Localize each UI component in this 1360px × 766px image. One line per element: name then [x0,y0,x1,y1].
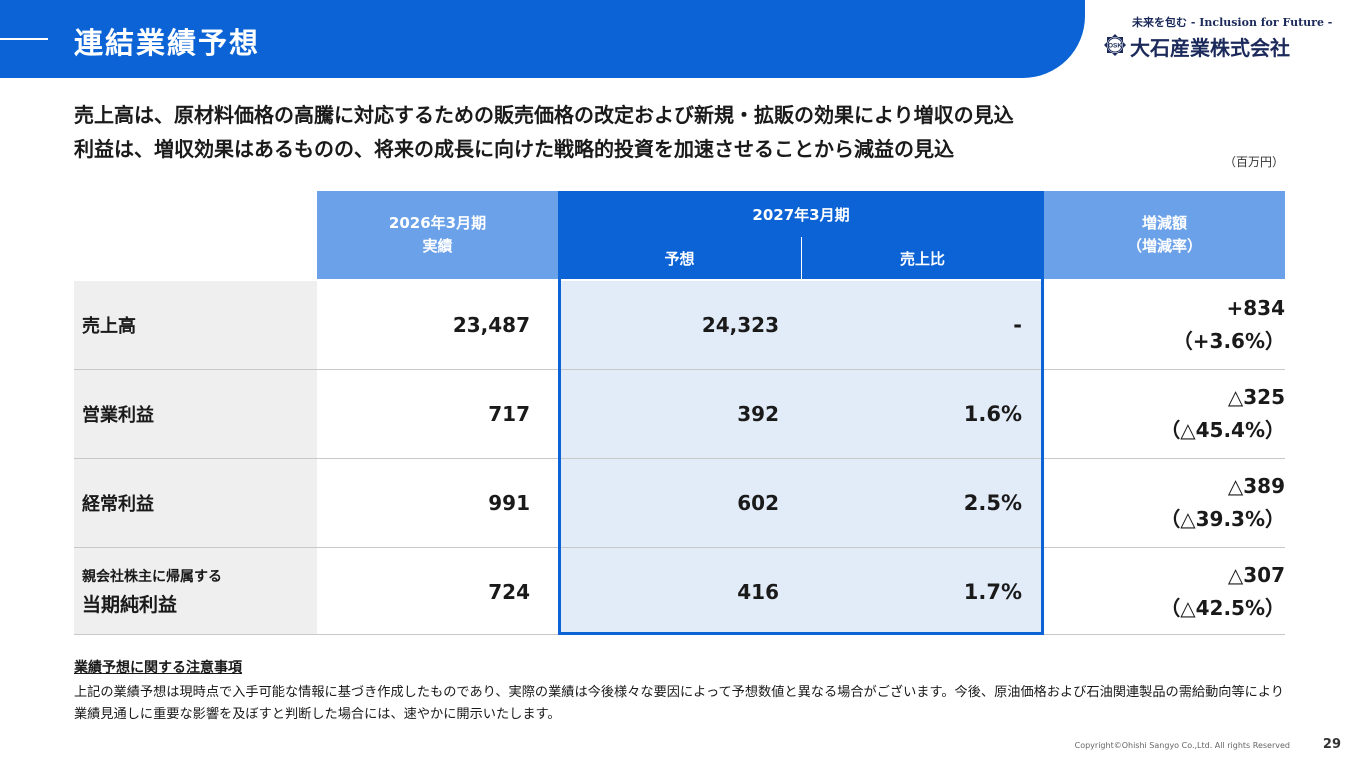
ratio-value: 1.6% [801,370,1044,458]
row-label-operating-profit: 営業利益 [74,370,317,458]
header-diff: 増減額 （増減率） [1044,191,1285,279]
actual-value: 23,487 [452,313,530,337]
company-name: 大石産業株式会社 [1130,36,1290,60]
diff-value: +834 [1226,296,1285,320]
row-label-text: 売上高 [82,316,136,337]
forecast-table: 2026年3月期 実績 2027年3月期 予想 売上比 増減額 （増減率） 売上… [74,191,1285,635]
header-forecast-period-text: 2027年3月期 [752,205,850,224]
diff-cell: +834 （+3.6%） [1044,281,1285,369]
actual-value: 991 [488,491,530,515]
forecast-value: 416 [558,548,801,635]
company-logo: 未来を包む - Inclusion for Future - OSK 大石産業株… [1100,14,1332,64]
unit-label: （百万円） [1223,155,1284,169]
diff-value: △325 [1227,385,1285,409]
logo-mark-text: OSK [1108,43,1122,50]
header-ratio-label-text: 売上比 [899,249,945,268]
row-divider [74,634,1285,635]
header-bar [0,0,1085,78]
headline-profit: 利益は、増収効果はあるものの、将来の成長に向けた戦略的投資を加速させることから減… [74,137,954,161]
forecast-value: 392 [558,370,801,458]
actual-value: 724 [488,579,530,604]
diff-cell: △307 （△42.5%） [1044,548,1285,635]
row-divider [74,458,1285,459]
diff-rate-value: （△39.3%） [1160,507,1285,531]
row-label-net-income: 親会社株主に帰属する 当期純利益 [74,548,317,635]
row-label-text: 営業利益 [82,405,154,426]
row-label-subtext: 親会社株主に帰属する [82,569,222,585]
header-forecast-label-text: 予想 [664,249,695,268]
header-accent-line [0,38,48,40]
page-number: 29 [1322,737,1341,752]
headline-revenue: 売上高は、原材料価格の高騰に対応するための販売価格の改定および新規・拡販の効果に… [74,103,1014,127]
forecast-value: 602 [558,459,801,547]
company-emblem-icon: OSK [1104,34,1126,56]
header-divider [801,237,802,279]
row-divider [74,369,1285,370]
ratio-value: 2.5% [801,459,1044,547]
forecast-value: 24,323 [558,281,801,369]
row-label-ordinary-profit: 経常利益 [74,459,317,547]
diff-rate-value: （+3.6%） [1172,329,1285,353]
header-diff-rate-label: （増減率） [1126,237,1202,255]
diff-rate-value: （△45.4%） [1160,418,1285,442]
diff-rate-value: （△42.5%） [1160,595,1285,620]
copyright: Copyright©Ohishi Sangyo Co.,Ltd. All rig… [1074,741,1290,750]
header-forecast-period: 2027年3月期 [558,191,1044,237]
row-divider [74,547,1285,548]
row-label-text: 当期純利益 [82,594,178,616]
header-ratio-label: 売上比 [801,237,1044,279]
ratio-value: 1.7% [801,548,1044,635]
notes-title: 業績予想に関する注意事項 [74,660,242,676]
header-diff-label: 増減額 [1141,213,1187,232]
header-actual-period: 2026年3月期 [388,213,487,232]
row-label-sales: 売上高 [74,281,317,369]
diff-value: △307 [1227,562,1285,587]
logo-tagline: 未来を包む - Inclusion for Future - [1132,16,1333,29]
diff-cell: △389 （△39.3%） [1044,459,1285,547]
notes-body: 上記の業績予想は現時点で入手可能な情報に基づき作成したものであり、実際の業績は今… [74,685,1284,722]
header-forecast-label: 予想 [558,237,801,279]
diff-cell: △325 （△45.4%） [1044,370,1285,458]
ratio-value: - [801,281,1044,369]
header-actual: 2026年3月期 実績 [317,191,558,279]
header-actual-label: 実績 [422,237,453,255]
actual-value: 717 [488,402,530,426]
row-label-text: 経常利益 [82,494,154,515]
page-title: 連結業績予想 [74,26,261,60]
diff-value: △389 [1227,474,1285,498]
